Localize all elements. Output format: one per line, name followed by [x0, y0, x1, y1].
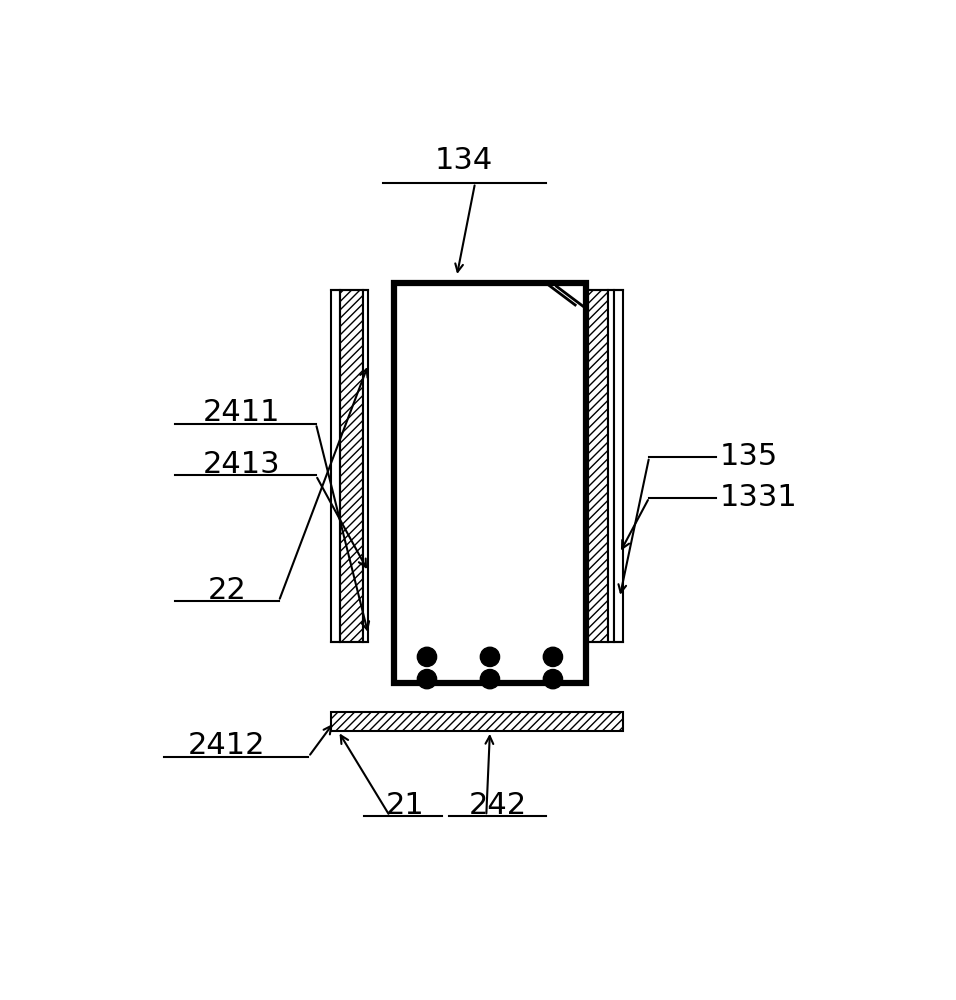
Bar [615, 290, 623, 642]
Text: 1331: 1331 [720, 483, 797, 512]
Text: 242: 242 [468, 791, 527, 820]
Text: 2413: 2413 [203, 450, 280, 479]
Bar [331, 712, 623, 731]
Bar [608, 290, 615, 642]
Text: 135: 135 [720, 442, 778, 471]
Circle shape [480, 647, 500, 667]
Bar [586, 290, 608, 642]
Circle shape [480, 669, 500, 689]
Text: 21: 21 [385, 791, 424, 820]
Bar [362, 290, 368, 642]
Text: 22: 22 [207, 576, 247, 605]
Text: 2411: 2411 [203, 398, 280, 427]
Text: 2412: 2412 [188, 731, 266, 760]
Text: 134: 134 [435, 146, 493, 175]
Bar [340, 290, 362, 642]
Circle shape [418, 647, 437, 667]
Circle shape [418, 669, 437, 689]
Circle shape [543, 647, 562, 667]
Bar [331, 290, 340, 642]
Circle shape [543, 669, 562, 689]
Bar [394, 283, 586, 683]
